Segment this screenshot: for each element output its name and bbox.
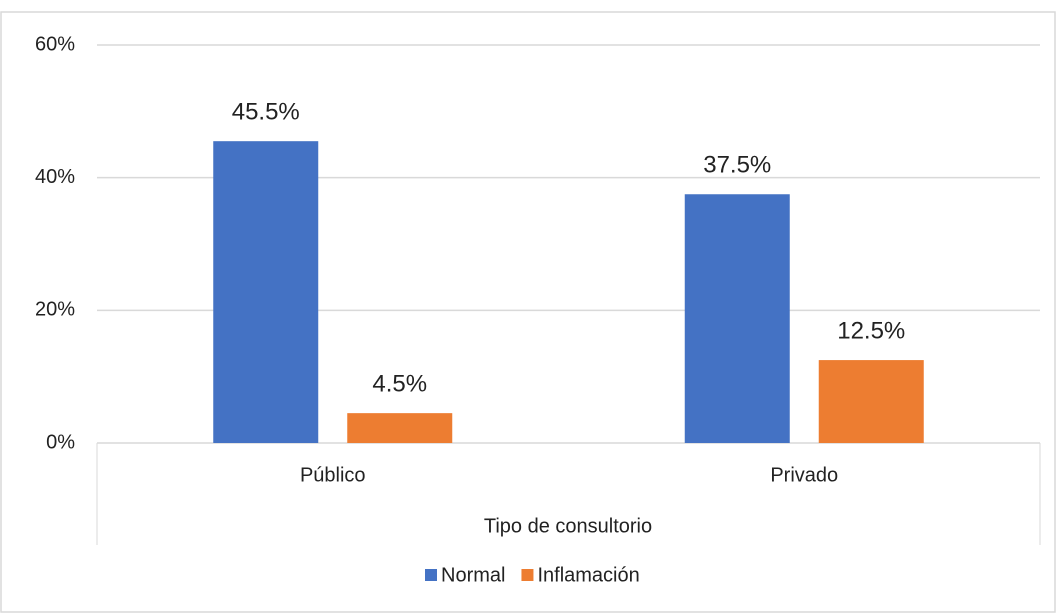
y-tick-label: 20% [35,299,75,321]
bar [818,360,924,443]
value-label: 12.5% [837,317,905,344]
legend-swatch [425,569,437,581]
y-tick-label: 40% [35,166,75,188]
x-tick-label: Público [300,464,366,486]
value-label: 45.5% [232,99,300,126]
x-axis-title: Tipo de consultorio [484,515,652,537]
value-label: 37.5% [703,152,771,179]
legend-swatch [521,569,534,581]
legend-label: Normal [441,564,505,586]
bar [684,194,790,443]
y-tick-label: 0% [46,431,75,453]
legend-label: Inflamación [537,564,639,586]
bar [347,413,453,443]
y-tick-label: 60% [35,33,75,55]
value-label: 4.5% [372,370,427,397]
bar [213,141,319,443]
chart-border [0,11,1056,613]
x-tick-label: Privado [770,464,838,486]
